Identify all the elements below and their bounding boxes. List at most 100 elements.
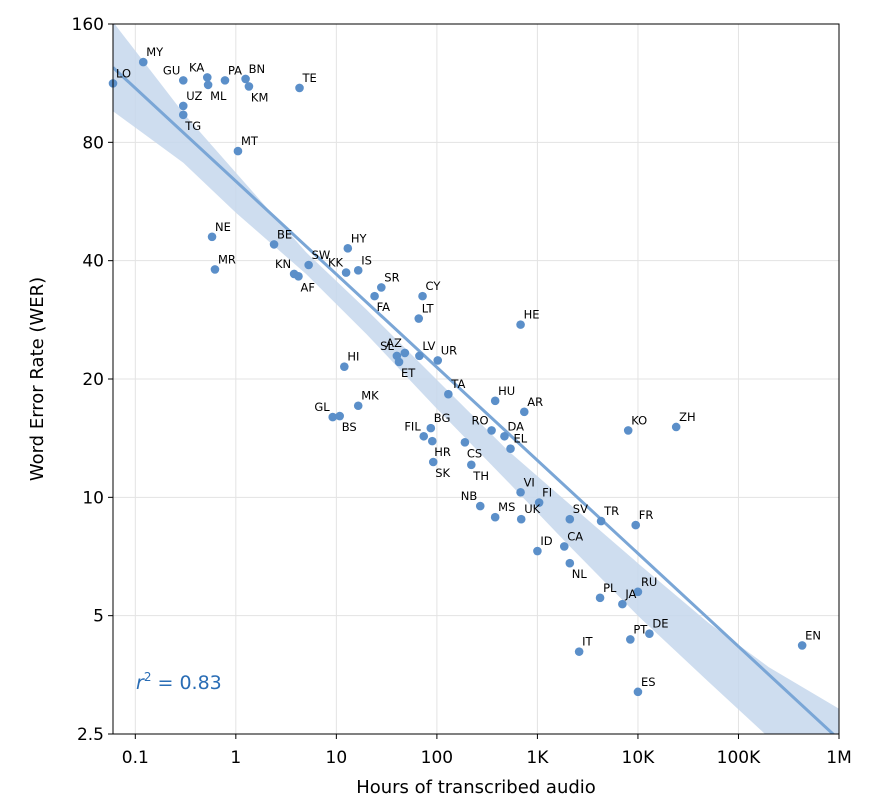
data-point-kk [341, 268, 351, 277]
data-point-bg [426, 423, 436, 433]
data-point-ar [519, 407, 529, 417]
data-point-ko [623, 426, 633, 435]
point-label-de: DE [652, 617, 668, 631]
data-point-en [797, 641, 807, 650]
point-label-ml: ML [210, 89, 227, 103]
point-label-id: ID [540, 534, 552, 548]
point-label-fa: FA [377, 300, 391, 314]
data-point-zh [671, 422, 681, 432]
data-point-af [294, 271, 303, 281]
point-label-sw: SW [312, 248, 331, 262]
data-point-et [394, 357, 404, 367]
data-point-mr [210, 265, 220, 274]
point-label-km: KM [251, 90, 268, 104]
data-point-ru [633, 587, 643, 597]
data-point-gl [328, 412, 338, 422]
data-point-cs [460, 438, 470, 447]
y-tick-label: 5 [93, 607, 104, 627]
point-label-tg: TG [184, 119, 201, 133]
point-label-nb: NB [461, 489, 478, 503]
data-point-hy [343, 244, 353, 253]
point-label-sv: SV [573, 502, 588, 516]
point-label-uk: UK [524, 502, 540, 516]
data-point-fil [419, 431, 429, 441]
x-tick-label: 100K [717, 748, 761, 768]
r-squared-annotation: r2 = 0.83 [136, 670, 222, 694]
point-label-ar: AR [527, 395, 543, 409]
point-label-ur: UR [441, 343, 457, 357]
data-point-pa [220, 76, 230, 85]
point-label-te: TE [302, 71, 317, 85]
data-point-is [353, 266, 363, 275]
x-tick-label: 1 [230, 748, 241, 768]
y-tick-label: 2.5 [77, 725, 104, 745]
data-point-bn [241, 74, 250, 84]
data-point-it [574, 647, 584, 656]
x-tick-label: 1K [526, 748, 549, 768]
data-point-nl [565, 558, 575, 568]
point-label-zh: ZH [679, 410, 696, 424]
data-point-el [506, 444, 515, 453]
point-label-ka: KA [189, 60, 204, 74]
point-label-da: DA [507, 419, 524, 433]
point-label-ta: TA [450, 377, 465, 391]
data-point-hu [490, 396, 500, 406]
x-tick-label: 100 [421, 748, 453, 768]
data-point-sw [304, 260, 313, 270]
data-point-ne [207, 232, 217, 242]
point-label-pa: PA [228, 63, 242, 77]
point-label-es: ES [641, 675, 656, 689]
data-point-sk [428, 457, 438, 467]
y-tick-label: 80 [82, 133, 104, 153]
x-tick-label: 1M [826, 748, 851, 768]
point-label-ko: KO [631, 413, 647, 427]
data-point-uk [516, 514, 526, 524]
data-point-lt [414, 314, 424, 323]
point-label-bg: BG [434, 411, 451, 425]
data-point-ms [490, 512, 500, 522]
x-tick-label: 10 [326, 748, 348, 768]
point-label-mk: MK [361, 389, 379, 403]
data-point-ca [559, 542, 569, 551]
point-label-he: HE [524, 308, 540, 322]
point-label-vi: VI [524, 475, 535, 489]
r-squared-value: = 0.83 [151, 672, 221, 694]
data-points [108, 57, 807, 697]
y-tick-label: 40 [82, 252, 104, 272]
point-label-ne: NE [215, 220, 231, 234]
x-axis-label: Hours of transcribed audio [356, 777, 596, 798]
point-label-lv: LV [422, 339, 435, 353]
data-point-hr [427, 436, 437, 446]
point-label-be: BE [277, 227, 292, 241]
point-label-hu: HU [498, 384, 515, 398]
point-label-sk: SK [435, 466, 450, 480]
point-label-fr: FR [639, 508, 654, 522]
data-point-pl [595, 593, 605, 603]
point-label-ru: RU [641, 575, 657, 589]
point-label-mr: MR [218, 252, 236, 266]
point-label-cy: CY [426, 279, 442, 293]
data-point-km [244, 82, 254, 91]
regression-line [113, 66, 836, 734]
data-point-ja [618, 599, 627, 609]
point-label-lt: LT [422, 302, 435, 316]
data-point-pt [626, 635, 635, 644]
r-symbol: r [136, 672, 145, 694]
point-label-ro: RO [472, 413, 489, 427]
y-tick-label: 10 [82, 488, 104, 508]
point-label-bs: BS [342, 420, 357, 434]
data-point-fa [370, 291, 379, 301]
data-point-ta [444, 389, 453, 399]
data-point-fr [631, 520, 641, 530]
data-point-he [516, 320, 525, 329]
point-label-sr: SR [384, 270, 399, 284]
data-point-fi [534, 498, 544, 507]
point-label-hr: HR [434, 445, 451, 459]
point-label-ca: CA [567, 529, 583, 543]
point-label-et: ET [401, 366, 416, 380]
point-label-pl: PL [603, 581, 617, 595]
point-label-it: IT [582, 635, 593, 649]
point-label-tr: TR [603, 504, 619, 518]
point-label-el: EL [514, 432, 528, 446]
